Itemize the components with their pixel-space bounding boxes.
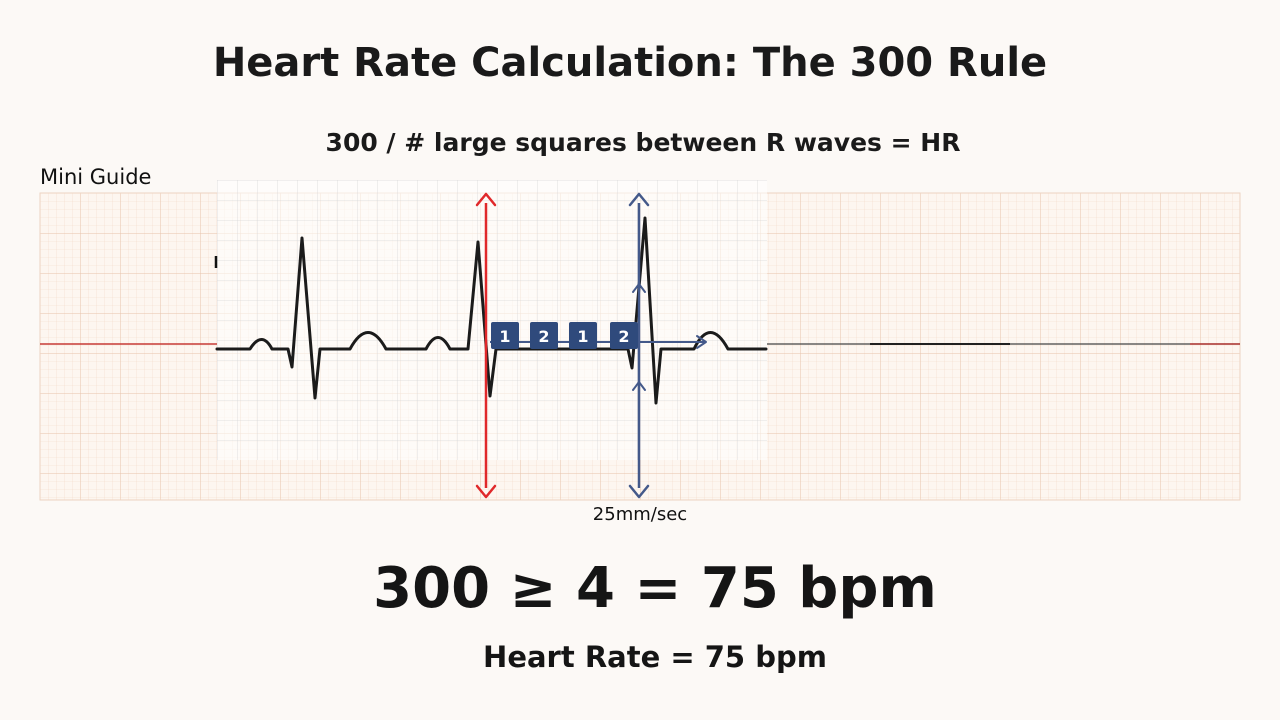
first-r-wave-marker (475, 192, 497, 499)
ecg-trace (215, 216, 768, 405)
second-r-wave-marker (628, 192, 650, 499)
heart-rate-result: Heart Rate = 75 bpm (483, 640, 827, 674)
mini-guide-label: Mini Guide (40, 165, 152, 189)
arrow-down-icon (475, 484, 497, 499)
paper-speed-label: 25mm/sec (592, 504, 688, 525)
square-count-box: 1 (569, 322, 597, 349)
square-count-box: 2 (530, 322, 558, 349)
arrow-up-icon (628, 192, 650, 207)
arrow-up-icon (475, 192, 497, 207)
square-count-label: 1 (499, 327, 510, 346)
arrow-down-icon (628, 484, 650, 499)
square-count-box: 2 (610, 322, 638, 349)
square-count-label: 2 (538, 327, 549, 346)
rr-interval-arrow (490, 335, 707, 349)
square-count-box: 1 (491, 322, 519, 349)
square-count-label: 1 (577, 327, 588, 346)
square-count-label: 2 (618, 327, 629, 346)
calculation-formula: 300 ≥ 4 = 75 bpm (373, 556, 937, 621)
rule-formula-subtitle: 300 / # large squares between R waves = … (325, 128, 961, 157)
page-title: Heart Rate Calculation: The 300 Rule (212, 40, 1048, 86)
